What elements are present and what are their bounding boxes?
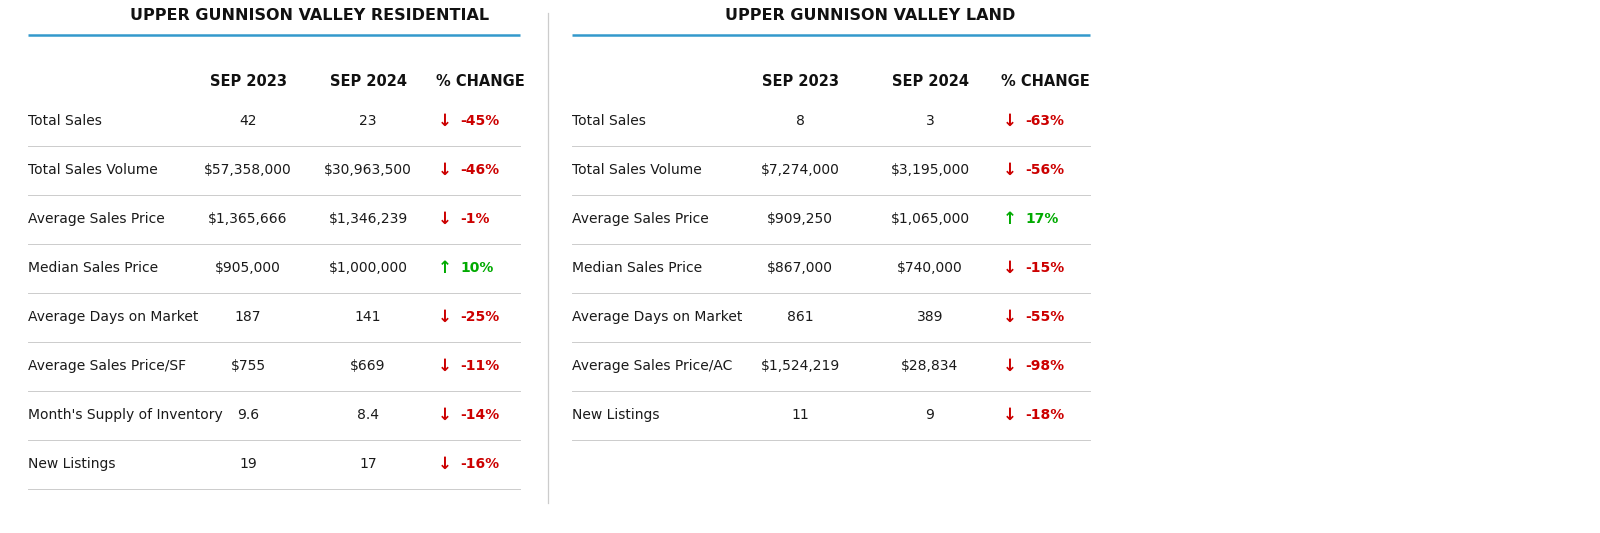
Text: 8: 8	[795, 114, 805, 128]
Text: -15%: -15%	[1026, 261, 1064, 275]
Text: -14%: -14%	[461, 408, 499, 422]
Text: 42: 42	[240, 114, 256, 128]
Text: $669: $669	[350, 359, 386, 373]
Text: 8.4: 8.4	[357, 408, 379, 422]
Text: -25%: -25%	[461, 310, 499, 324]
Text: ↓: ↓	[438, 112, 451, 130]
Text: Median Sales Price: Median Sales Price	[573, 261, 702, 275]
Text: ↓: ↓	[438, 161, 451, 179]
Text: $1,524,219: $1,524,219	[760, 359, 840, 373]
Text: -55%: -55%	[1026, 310, 1064, 324]
Text: Average Sales Price/AC: Average Sales Price/AC	[573, 359, 733, 373]
Text: ↓: ↓	[438, 357, 451, 375]
Text: ↓: ↓	[1003, 161, 1018, 179]
Text: $867,000: $867,000	[766, 261, 834, 275]
Text: -11%: -11%	[461, 359, 499, 373]
Text: 187: 187	[235, 310, 261, 324]
Text: ↓: ↓	[1003, 112, 1018, 130]
Text: 861: 861	[787, 310, 813, 324]
Text: ↓: ↓	[438, 210, 451, 228]
Text: $3,195,000: $3,195,000	[891, 163, 970, 177]
Text: $28,834: $28,834	[901, 359, 958, 373]
Text: ↑: ↑	[438, 259, 451, 277]
Text: Median Sales Price: Median Sales Price	[29, 261, 158, 275]
Text: Average Sales Price: Average Sales Price	[573, 212, 709, 226]
Text: New Listings: New Listings	[29, 457, 115, 471]
Text: $1,365,666: $1,365,666	[208, 212, 288, 226]
Text: 141: 141	[355, 310, 381, 324]
Text: -98%: -98%	[1026, 359, 1064, 373]
Text: ↓: ↓	[1003, 406, 1018, 424]
Text: 19: 19	[238, 457, 258, 471]
Text: UPPER GUNNISON VALLEY LAND: UPPER GUNNISON VALLEY LAND	[725, 8, 1014, 23]
Text: Total Sales Volume: Total Sales Volume	[29, 163, 158, 177]
Text: SEP 2024: SEP 2024	[891, 74, 968, 88]
Text: $1,065,000: $1,065,000	[891, 212, 970, 226]
Text: -45%: -45%	[461, 114, 499, 128]
Text: Average Sales Price: Average Sales Price	[29, 212, 165, 226]
Text: $755: $755	[230, 359, 266, 373]
Text: 11: 11	[790, 408, 810, 422]
Text: $7,274,000: $7,274,000	[760, 163, 840, 177]
Text: 9.6: 9.6	[237, 408, 259, 422]
Text: % CHANGE: % CHANGE	[435, 74, 525, 88]
Text: Total Sales: Total Sales	[573, 114, 646, 128]
Text: Total Sales: Total Sales	[29, 114, 102, 128]
Text: ↓: ↓	[438, 455, 451, 473]
Text: SEP 2023: SEP 2023	[210, 74, 286, 88]
Text: $30,963,500: $30,963,500	[325, 163, 411, 177]
Text: Average Days on Market: Average Days on Market	[29, 310, 198, 324]
Text: -56%: -56%	[1026, 163, 1064, 177]
Text: Total Sales Volume: Total Sales Volume	[573, 163, 702, 177]
Text: 3: 3	[926, 114, 934, 128]
Text: ↓: ↓	[438, 406, 451, 424]
Text: $740,000: $740,000	[898, 261, 963, 275]
Text: $57,358,000: $57,358,000	[205, 163, 291, 177]
Text: -46%: -46%	[461, 163, 499, 177]
Text: SEP 2024: SEP 2024	[330, 74, 406, 88]
Text: -18%: -18%	[1026, 408, 1064, 422]
Text: 9: 9	[925, 408, 934, 422]
Text: 23: 23	[360, 114, 376, 128]
Text: Average Sales Price/SF: Average Sales Price/SF	[29, 359, 186, 373]
Text: 389: 389	[917, 310, 944, 324]
Text: ↓: ↓	[438, 308, 451, 326]
Text: 17: 17	[358, 457, 378, 471]
Text: Month's Supply of Inventory: Month's Supply of Inventory	[29, 408, 222, 422]
Text: 17%: 17%	[1026, 212, 1058, 226]
Text: -1%: -1%	[461, 212, 490, 226]
Text: SEP 2023: SEP 2023	[762, 74, 838, 88]
Text: -63%: -63%	[1026, 114, 1064, 128]
Text: ↓: ↓	[1003, 308, 1018, 326]
Text: ↓: ↓	[1003, 357, 1018, 375]
Text: New Listings: New Listings	[573, 408, 659, 422]
Text: Average Days on Market: Average Days on Market	[573, 310, 742, 324]
Text: $1,346,239: $1,346,239	[328, 212, 408, 226]
Text: $1,000,000: $1,000,000	[328, 261, 408, 275]
Text: UPPER GUNNISON VALLEY RESIDENTIAL: UPPER GUNNISON VALLEY RESIDENTIAL	[131, 8, 490, 23]
Text: 10%: 10%	[461, 261, 493, 275]
Text: $909,250: $909,250	[766, 212, 834, 226]
Text: -16%: -16%	[461, 457, 499, 471]
Text: ↑: ↑	[1003, 210, 1018, 228]
Text: $905,000: $905,000	[214, 261, 282, 275]
Text: % CHANGE: % CHANGE	[1000, 74, 1090, 88]
Text: ↓: ↓	[1003, 259, 1018, 277]
